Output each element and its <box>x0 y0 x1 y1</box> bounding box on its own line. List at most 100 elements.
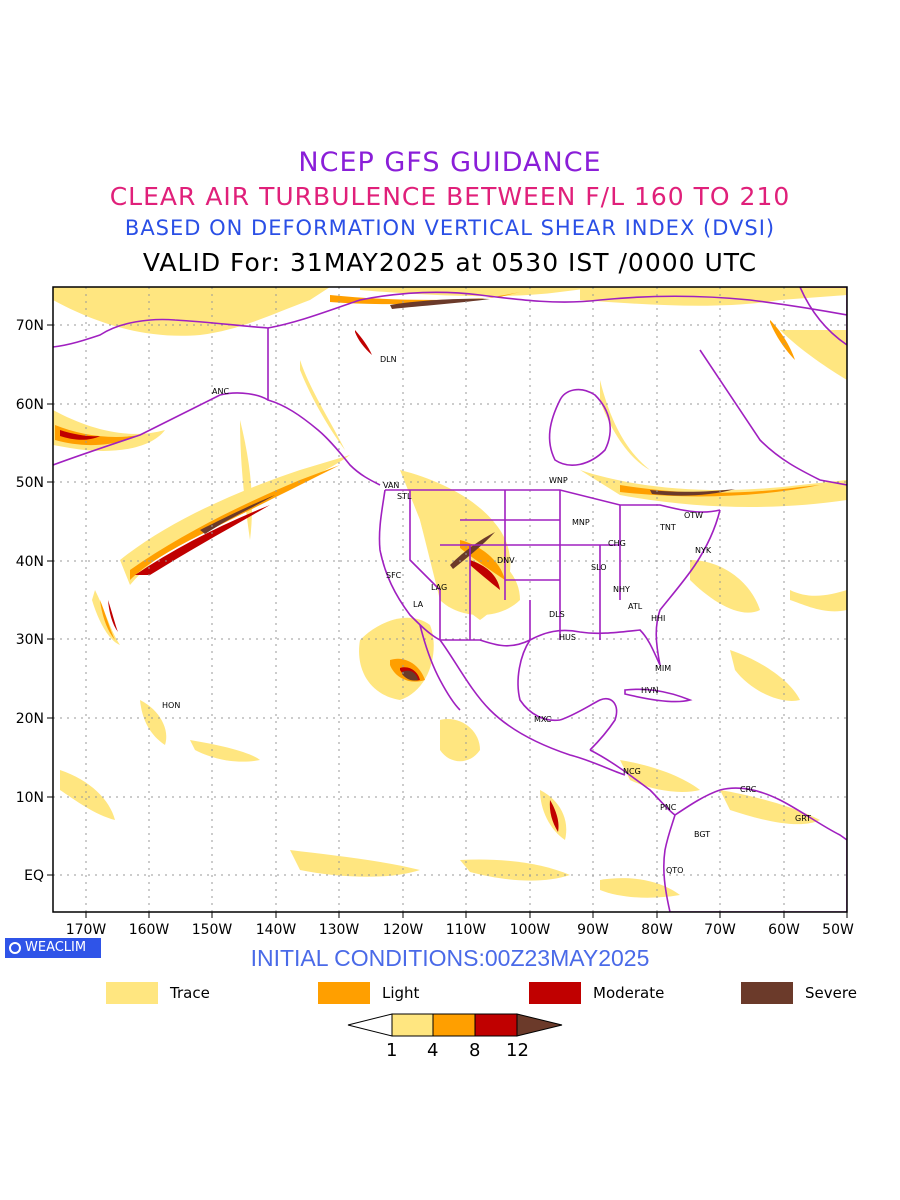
legend-label: Trace <box>170 984 210 1002</box>
station-label: LA <box>413 600 424 609</box>
station-label: ATL <box>628 602 643 611</box>
moderate-turbulence-areas <box>60 330 559 832</box>
color-bar <box>347 1013 563 1037</box>
legend-item-trace: Trace <box>106 982 210 1004</box>
station-label: SFC <box>386 571 402 580</box>
chart-title: NCEP GFS GUIDANCE <box>298 147 602 178</box>
colorbar-tick-label: 1 <box>386 1040 398 1061</box>
station-labels: DLN ANC VAN STL WNP MNP OTW TNT CHG NYK … <box>162 355 811 875</box>
initial-conditions: INITIAL CONDITIONS:00Z23MAY2025 <box>250 945 650 971</box>
station-label: STL <box>397 492 412 501</box>
station-label: SLO <box>591 563 607 572</box>
lat-label: 30N <box>16 632 44 648</box>
station-label: CRC <box>740 785 757 794</box>
colorbar-tick-label: 4 <box>427 1040 439 1061</box>
central-america <box>589 749 676 816</box>
axis-ticks <box>47 324 848 918</box>
legend-swatch <box>529 982 581 1004</box>
lat-label: 10N <box>16 790 44 806</box>
station-label: MNP <box>572 518 590 527</box>
chart-subtitle-turbulence: CLEAR AIR TURBULENCE BETWEEN F/L 160 TO … <box>109 182 791 211</box>
station-label: HHI <box>651 614 665 623</box>
yucatan <box>559 698 618 751</box>
station-label: HVN <box>641 686 658 695</box>
badge-label: WEACLIM <box>25 940 87 955</box>
colorbar-tick-label: 12 <box>506 1040 529 1061</box>
lon-label: 60W <box>768 922 800 938</box>
legend-item-moderate: Moderate <box>529 982 664 1004</box>
lon-label: 100W <box>510 922 551 938</box>
legend-label: Severe <box>805 984 857 1002</box>
station-label: DNV <box>497 556 515 565</box>
legend-item-light: Light <box>318 982 419 1004</box>
station-label: NYK <box>695 546 712 555</box>
legend-label: Moderate <box>593 984 665 1002</box>
legend-item-severe: Severe <box>741 982 857 1004</box>
station-label: DLS <box>549 610 565 619</box>
arctic-coast <box>267 291 847 329</box>
lon-label: 90W <box>577 922 609 938</box>
colorbar-trace <box>391 1013 434 1037</box>
station-label: VAN <box>383 481 399 490</box>
baja <box>419 624 461 711</box>
lon-label: 70W <box>704 922 736 938</box>
station-label: ANC <box>212 387 229 396</box>
hudson-bay <box>548 388 611 466</box>
cuba <box>624 688 693 703</box>
chart-subtitle-index: BASED ON DEFORMATION VERTICAL SHEAR INDE… <box>124 216 776 240</box>
lon-label: 110W <box>446 922 487 938</box>
weaclim-badge: WEACLIM <box>5 938 101 958</box>
station-label: DLN <box>380 355 397 364</box>
severe-turbulence-areas <box>200 298 735 681</box>
logo-circle-icon <box>9 942 21 954</box>
map-frame <box>52 286 848 913</box>
station-label: OTW <box>684 511 703 520</box>
lat-label: EQ <box>24 868 44 884</box>
south-america <box>663 787 847 912</box>
lon-label: 160W <box>129 922 170 938</box>
station-label: MIM <box>655 664 671 673</box>
lat-label: 50N <box>16 475 44 491</box>
gulf-coast <box>529 629 661 666</box>
alaska-coast <box>53 318 381 486</box>
station-label: QTO <box>666 866 683 875</box>
alaska-south-coast <box>53 392 269 466</box>
gulf-of-mexico-west <box>517 639 561 722</box>
colorbar-tick-label: 8 <box>469 1040 481 1061</box>
lon-label: 50W <box>822 922 854 938</box>
station-label: NCG <box>623 767 641 776</box>
mexico-pacific-coast <box>439 639 626 776</box>
valid-time: VALID For: 31MAY2025 at 0530 IST /0000 U… <box>142 248 758 277</box>
lat-label: 40N <box>16 554 44 570</box>
legend-swatch <box>106 982 158 1004</box>
colorbar-moderate <box>474 1013 518 1037</box>
lat-label: 60N <box>16 397 44 413</box>
lon-label: 130W <box>319 922 360 938</box>
us-west-coast <box>378 489 441 641</box>
political-boundaries <box>53 287 847 912</box>
colorbar-low-arrow <box>347 1013 393 1037</box>
lat-label: 20N <box>16 711 44 727</box>
colorbar-light <box>432 1013 476 1037</box>
station-label: GRT <box>795 814 811 823</box>
mexico-border <box>440 639 531 647</box>
lon-label: 170W <box>66 922 107 938</box>
lat-label: 70N <box>16 318 44 334</box>
station-label: TNT <box>659 523 676 532</box>
lon-label: 80W <box>641 922 673 938</box>
us-canada-border <box>385 489 721 513</box>
station-label: NHY <box>613 585 630 594</box>
station-label: WNP <box>549 476 568 485</box>
us-state-lines <box>409 490 621 640</box>
legend-swatch <box>741 982 793 1004</box>
lon-label: 120W <box>383 922 424 938</box>
station-label: HON <box>162 701 180 710</box>
colorbar-high-arrow <box>516 1013 563 1037</box>
station-label: PNC <box>660 803 677 812</box>
station-label: MXC <box>534 715 552 724</box>
us-east-coast <box>655 509 721 666</box>
labrador-coast <box>699 349 847 486</box>
station-label: LAG <box>431 583 447 592</box>
legend-label: Light <box>382 984 420 1002</box>
